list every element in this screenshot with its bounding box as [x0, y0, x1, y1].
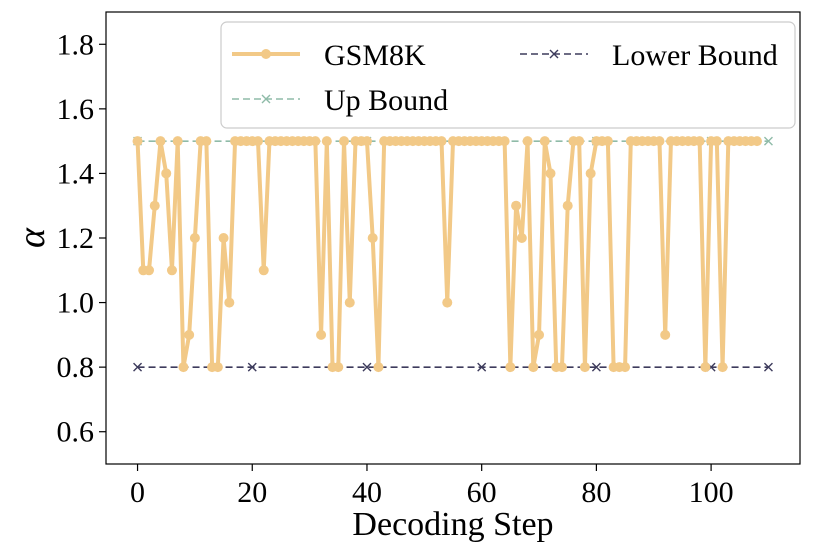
data-point — [361, 136, 372, 147]
data-point — [155, 136, 166, 147]
y-tick-label: 1.4 — [57, 157, 95, 190]
legend-marker — [261, 49, 271, 59]
data-point — [585, 168, 596, 179]
data-point — [660, 329, 671, 340]
data-point — [212, 362, 223, 373]
x-tick-label: 40 — [352, 476, 382, 509]
data-point — [166, 265, 177, 276]
data-point — [333, 362, 344, 373]
data-point — [556, 362, 567, 373]
data-point — [505, 362, 516, 373]
legend-entry: Lower Bound — [520, 39, 778, 72]
y-tick-label: 1.0 — [57, 287, 95, 320]
series-gsm8k — [132, 136, 762, 373]
data-point — [694, 136, 705, 147]
data-point — [339, 136, 350, 147]
data-point — [528, 362, 539, 373]
x-axis-ticks: 0 20 40 60 80 100 — [130, 464, 734, 509]
data-point — [189, 233, 200, 243]
data-point — [534, 329, 545, 340]
x-tick-label: 60 — [467, 476, 497, 509]
data-point — [579, 362, 590, 373]
data-point — [620, 362, 631, 373]
x-tick-label: 0 — [130, 476, 145, 509]
legend-label: Up Bound — [324, 84, 448, 117]
data-point — [316, 329, 327, 340]
data-point — [442, 297, 453, 308]
x-tick-label: 100 — [689, 476, 734, 509]
data-point — [751, 136, 762, 147]
series-layer — [132, 136, 773, 373]
legend-entries: GSM8K Up Bound Lower Bound — [232, 39, 778, 117]
data-point — [172, 136, 183, 147]
data-point — [247, 362, 257, 372]
y-tick-label: 1.2 — [57, 222, 95, 255]
data-point — [344, 297, 355, 308]
data-point — [562, 200, 573, 211]
legend: GSM8K Up Bound Lower Bound — [220, 21, 796, 129]
x-axis-label: Decoding Step — [352, 506, 553, 543]
data-point — [539, 136, 550, 147]
data-point — [763, 136, 773, 146]
data-point — [144, 265, 155, 276]
legend-entry: Up Bound — [232, 84, 448, 117]
data-point — [224, 297, 235, 308]
data-point — [499, 136, 510, 147]
y-tick-label: 1.6 — [57, 93, 95, 126]
data-point — [149, 200, 160, 211]
legend-box — [220, 21, 796, 129]
data-point — [362, 362, 372, 372]
data-point — [310, 136, 321, 147]
data-point — [545, 168, 556, 179]
data-point — [258, 265, 269, 276]
data-point — [717, 362, 728, 373]
data-point — [367, 233, 378, 243]
legend-label: Lower Bound — [612, 39, 778, 72]
y-axis-ticks: 0.6 0.8 1.0 1.2 1.4 1.6 1.8 — [57, 28, 106, 449]
data-point — [654, 136, 665, 147]
legend-label: GSM8K — [324, 39, 426, 72]
x-tick-label: 80 — [581, 476, 611, 509]
data-point — [132, 136, 143, 147]
data-point — [591, 362, 601, 372]
data-point — [373, 362, 384, 373]
data-point — [574, 136, 585, 147]
data-point — [133, 362, 143, 372]
data-point — [477, 362, 487, 372]
data-point — [711, 136, 722, 147]
data-point — [252, 136, 263, 147]
legend-marker — [261, 94, 271, 104]
data-point — [201, 136, 212, 147]
legend-marker — [549, 49, 559, 59]
data-point — [184, 329, 195, 340]
data-point — [516, 233, 527, 243]
data-point — [436, 136, 447, 147]
data-point — [218, 233, 229, 243]
data-point — [178, 362, 189, 373]
data-point — [602, 136, 613, 147]
data-point — [511, 200, 522, 211]
data-point — [700, 362, 711, 373]
y-tick-label: 1.8 — [57, 28, 95, 61]
data-point — [763, 362, 773, 372]
data-point — [522, 136, 533, 147]
x-tick-label: 20 — [237, 476, 267, 509]
y-axis-label: α — [11, 227, 53, 248]
legend-entry: GSM8K — [232, 39, 426, 72]
y-tick-label: 0.6 — [57, 416, 95, 449]
data-point — [161, 168, 172, 179]
y-tick-label: 0.8 — [57, 351, 95, 384]
data-point — [321, 136, 332, 147]
